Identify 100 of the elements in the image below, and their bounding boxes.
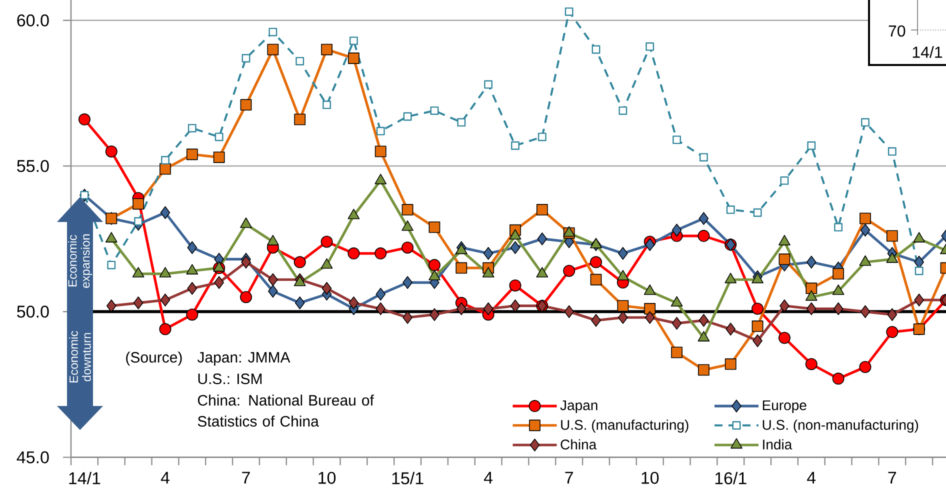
point: [321, 44, 332, 56]
point: [726, 206, 735, 214]
x-tick-label: 7: [888, 472, 896, 484]
point: [672, 136, 681, 144]
point: [484, 80, 493, 89]
point: [780, 299, 790, 312]
x-tick-label: 16/1: [715, 472, 746, 484]
point: [456, 262, 468, 274]
point: [374, 146, 386, 158]
point: [860, 305, 870, 318]
legend-label: Japan: [560, 400, 598, 413]
point: [78, 113, 90, 126]
x-tick-label: 4: [807, 472, 816, 484]
x-tick-label: 4: [160, 472, 170, 484]
point: [80, 190, 89, 200]
point: [726, 322, 736, 336]
x-tick-label: 7: [242, 472, 250, 484]
point: [349, 36, 358, 45]
point: [914, 266, 924, 276]
point: [160, 206, 170, 220]
x-tick-label: 10: [642, 472, 659, 484]
point: [646, 42, 654, 51]
point: [564, 305, 574, 318]
point: [186, 148, 198, 160]
point: [268, 28, 278, 36]
annotation: Economic expansion: [68, 234, 92, 288]
point: [161, 156, 170, 164]
point: [268, 273, 278, 286]
point: [780, 176, 789, 185]
point: [186, 308, 198, 321]
point: [914, 256, 924, 269]
annotation: 14/1: [912, 46, 942, 58]
point: [537, 232, 548, 246]
point: [294, 296, 305, 310]
point: [294, 256, 306, 268]
point: [590, 274, 602, 286]
point: [914, 294, 924, 306]
point: [132, 198, 144, 210]
annotation: (Source): [126, 352, 182, 366]
point: [617, 300, 629, 312]
point: [698, 314, 709, 327]
point: [509, 279, 522, 292]
point: [106, 299, 116, 312]
point: [670, 296, 683, 307]
point: [672, 224, 682, 237]
point: [591, 314, 601, 327]
point: [536, 204, 548, 216]
point: [348, 208, 360, 220]
point: [483, 302, 494, 316]
point: [267, 44, 279, 56]
point: [268, 284, 278, 298]
legend-label: India: [763, 439, 792, 450]
point: [294, 276, 306, 286]
point: [242, 54, 250, 62]
point: [592, 45, 600, 54]
point: [430, 106, 439, 115]
point: [240, 99, 252, 111]
point: [188, 124, 196, 132]
point: [430, 308, 440, 321]
legend-label: China: [560, 439, 597, 450]
point: [832, 372, 844, 385]
point: [213, 152, 225, 163]
point: [698, 212, 709, 225]
point: [564, 7, 574, 16]
point: [860, 224, 870, 237]
point: [806, 256, 816, 269]
point: [294, 114, 306, 126]
point: [320, 236, 333, 248]
point: [752, 302, 764, 315]
point: [428, 259, 440, 272]
point: [509, 229, 522, 240]
point: [322, 282, 332, 295]
x-tick-label: 7: [565, 472, 573, 484]
point: [700, 153, 708, 162]
point: [672, 316, 682, 330]
point: [511, 141, 520, 150]
point: [778, 254, 790, 265]
point: [510, 241, 520, 254]
point: [888, 147, 896, 156]
point: [618, 106, 628, 115]
point: [402, 242, 414, 254]
y-tick-label: 50.0: [17, 306, 49, 318]
point: [402, 276, 412, 289]
point: [886, 326, 898, 338]
point: [348, 247, 360, 260]
point: [402, 311, 412, 324]
point: [348, 52, 360, 64]
y-tick-label: 55.0: [17, 160, 49, 172]
point: [807, 141, 816, 150]
point: [752, 334, 762, 348]
point: [618, 311, 628, 324]
x-tick-label: 4: [484, 472, 493, 484]
point: [105, 145, 118, 158]
point: [159, 323, 172, 336]
point: [160, 163, 171, 175]
annotation: U.S.: ISM: [198, 374, 262, 384]
point: [724, 358, 736, 370]
annotation: Japan: JMMA: [197, 352, 290, 366]
point: [618, 247, 628, 260]
x-tick-label: 15/1: [392, 472, 424, 484]
